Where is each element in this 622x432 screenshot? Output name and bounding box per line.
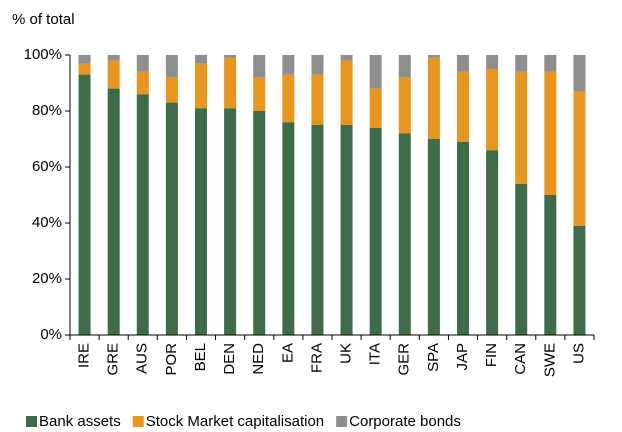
bar-segment <box>253 55 266 78</box>
x-tick-label: GER <box>396 343 413 376</box>
bar-segment <box>282 122 295 335</box>
bar-segment <box>165 77 178 103</box>
bar-segment <box>282 74 295 123</box>
bar-segment <box>515 183 528 335</box>
x-tick-label: US <box>570 343 587 364</box>
y-tick-label: 100% <box>24 46 62 63</box>
bar-segment <box>107 55 120 61</box>
bar-segment <box>224 108 237 335</box>
bar-segment <box>515 71 528 184</box>
legend-swatch <box>336 416 348 427</box>
bar-segment <box>311 55 324 75</box>
bar-segment <box>573 91 586 226</box>
bar-segment <box>224 57 237 109</box>
bar-segment <box>165 55 178 78</box>
bar-segment <box>78 74 91 335</box>
bar-segment <box>486 69 499 151</box>
x-tick-label: CAN <box>512 343 529 375</box>
bar-segment <box>165 102 178 335</box>
bar-segment <box>195 108 207 335</box>
x-tick-label: DEN <box>221 343 238 375</box>
legend-label: Corporate bonds <box>349 413 461 430</box>
x-tick-label: FIN <box>483 343 500 367</box>
y-tick-label: 60% <box>32 158 62 175</box>
bar-segment <box>544 55 557 72</box>
bar-segment <box>136 71 149 95</box>
y-axis-label: % of total <box>12 11 75 28</box>
x-tick-label: SWE <box>541 343 558 377</box>
bar-segment <box>369 127 382 335</box>
bar-segment <box>340 60 353 125</box>
x-tick-label: FRA <box>308 343 325 373</box>
y-tick-label: 0% <box>40 326 62 343</box>
bar-segment <box>457 141 469 335</box>
bar-segment <box>78 55 91 64</box>
x-tick-label: POR <box>163 343 180 376</box>
x-tick-label: EA <box>279 343 296 363</box>
bar-segment <box>427 55 440 58</box>
y-tick-label: 80% <box>32 102 62 119</box>
legend-swatch <box>26 416 37 427</box>
bar-segment <box>544 195 557 335</box>
bar-segment <box>78 63 91 75</box>
y-tick-label: 20% <box>32 270 62 287</box>
bar-segment <box>398 55 411 78</box>
bar-segment <box>253 111 266 335</box>
bar-segment <box>515 55 528 72</box>
bar-segment <box>369 55 382 89</box>
x-tick-label: SPA <box>425 343 442 372</box>
bar-segment <box>340 55 353 61</box>
bar-segment <box>369 88 382 128</box>
bar-segment <box>195 63 207 109</box>
bar-segment <box>457 71 469 142</box>
bar-segment <box>427 139 440 335</box>
x-tick-label: AUS <box>134 343 151 374</box>
legend-label: Bank assets <box>39 413 121 430</box>
bar-segment <box>573 225 586 335</box>
x-tick-label: JAP <box>454 343 471 371</box>
x-tick-label: ITA <box>367 343 384 365</box>
legend-swatch <box>132 416 144 427</box>
bar-segment <box>107 88 120 335</box>
bar-segment <box>457 55 469 72</box>
bar-segment <box>195 55 207 64</box>
bar-segment <box>253 77 266 111</box>
x-tick-label: NED <box>250 343 267 375</box>
bar-segment <box>311 74 324 125</box>
bar-segment <box>311 125 324 335</box>
bar-segment <box>398 133 411 335</box>
legend-label: Stock Market capitalisation <box>146 413 324 430</box>
x-tick-label: IRE <box>76 343 93 368</box>
bar-segment <box>486 55 499 69</box>
bar-segment <box>282 55 295 75</box>
x-tick-label: GRE <box>105 343 122 376</box>
bar-segment <box>486 150 499 335</box>
bar-segment <box>224 55 237 58</box>
x-tick-label: UK <box>338 343 355 364</box>
bar-segment <box>136 94 149 335</box>
bar-segment <box>398 77 411 134</box>
bar-segment <box>544 71 557 195</box>
y-tick-label: 40% <box>32 214 62 231</box>
bar-segment <box>427 57 440 139</box>
bar-segment <box>107 60 120 89</box>
bar-segment <box>136 55 149 72</box>
bar-segment <box>573 55 586 92</box>
x-tick-label: BEL <box>192 343 209 371</box>
bar-segment <box>340 125 353 335</box>
